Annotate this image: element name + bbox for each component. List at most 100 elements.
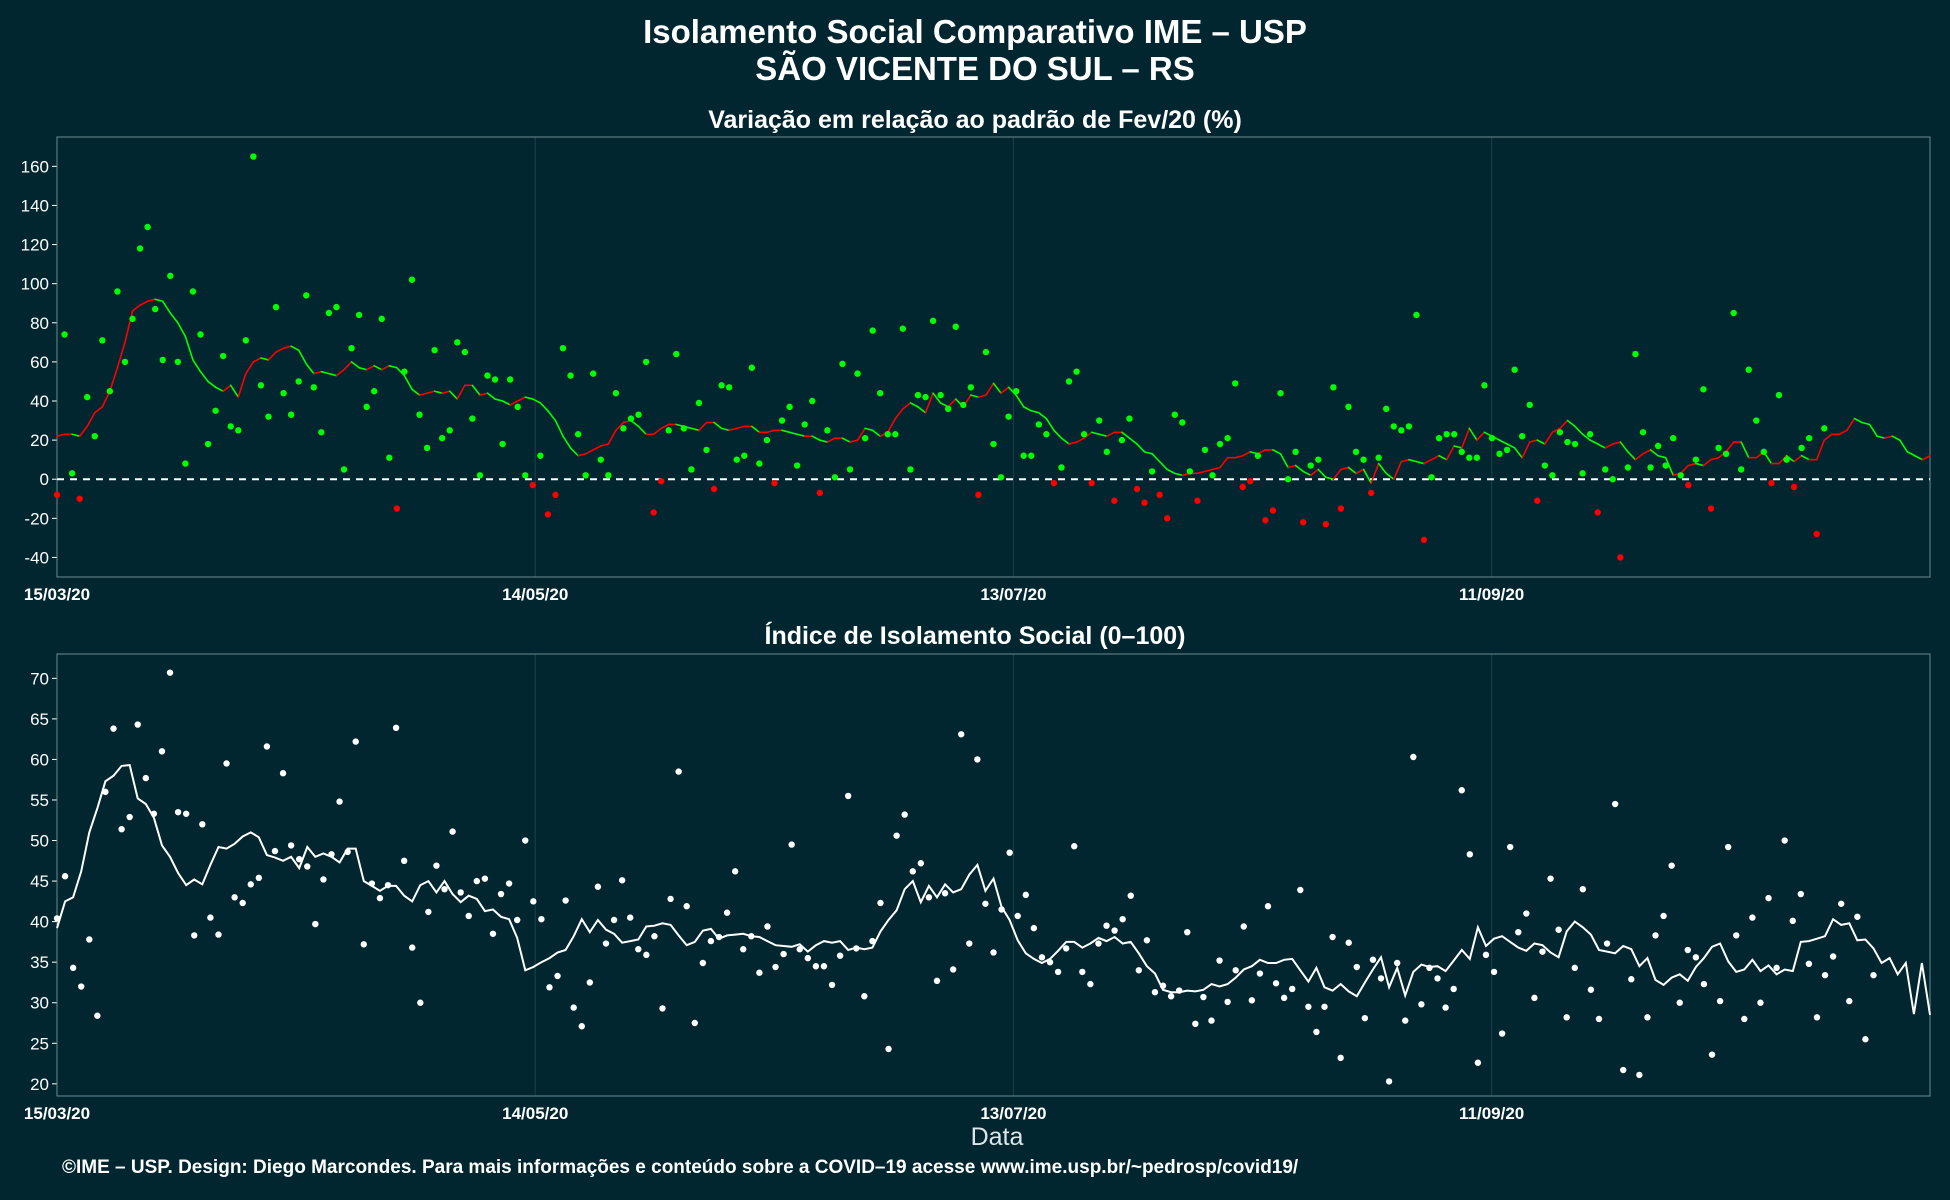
moving-average-segment — [1355, 468, 1365, 475]
data-point — [344, 848, 351, 856]
data-point — [378, 315, 385, 323]
moving-average-segment — [1325, 476, 1335, 481]
data-point — [126, 813, 133, 821]
data-point — [1798, 444, 1805, 452]
moving-average-segment — [1627, 451, 1637, 461]
moving-average-segment — [547, 409, 557, 422]
data-point — [650, 509, 657, 516]
data-point — [1151, 988, 1159, 996]
data-point — [530, 898, 537, 905]
data-point — [1096, 417, 1103, 424]
data-point — [506, 376, 514, 383]
data-point — [937, 391, 944, 399]
moving-average-segment — [441, 390, 451, 394]
data-point — [1353, 963, 1360, 971]
data-point — [295, 378, 302, 385]
moving-average-segment — [494, 398, 504, 402]
moving-average-segment — [1642, 449, 1652, 455]
y-tick-label: 50 — [30, 832, 49, 851]
data-point — [846, 466, 854, 473]
moving-average-segment — [1921, 454, 1931, 461]
moving-average-segment — [871, 429, 882, 438]
moving-average-segment — [1423, 458, 1433, 465]
data-point — [691, 1019, 698, 1027]
moving-average-segment — [154, 298, 164, 303]
moving-average-segment — [71, 433, 81, 438]
data-point — [1652, 932, 1659, 939]
data-point — [1837, 900, 1845, 907]
data-point — [197, 331, 204, 338]
data-point — [1757, 999, 1764, 1006]
moving-average-segment — [1664, 456, 1675, 477]
data-point — [651, 933, 658, 940]
data-point — [272, 303, 280, 311]
moving-average-segment — [1604, 443, 1614, 449]
data-point — [582, 472, 589, 479]
moving-average-segment — [1589, 439, 1599, 445]
data-point — [433, 862, 440, 869]
y-tick-label: 70 — [30, 669, 49, 688]
moving-average-segment — [297, 349, 308, 365]
data-point — [554, 972, 561, 980]
moving-average-segment — [1279, 452, 1289, 469]
data-point — [586, 979, 594, 986]
data-point — [1402, 1017, 1409, 1024]
chart-title-line-1: Isolamento Social Comparativo IME – USP — [643, 13, 1307, 50]
data-point — [1813, 530, 1820, 538]
data-point — [1322, 521, 1330, 528]
data-point — [1862, 1036, 1869, 1043]
data-point — [699, 959, 707, 967]
data-point — [1700, 386, 1707, 393]
data-point — [1035, 421, 1043, 428]
data-point — [1079, 968, 1086, 976]
data-point — [1760, 448, 1768, 456]
data-point — [1526, 401, 1533, 409]
moving-average-segment — [1619, 441, 1629, 453]
moving-average-segment — [1121, 431, 1131, 439]
moving-average-segment — [1362, 468, 1372, 484]
data-point — [1660, 912, 1667, 920]
data-point — [159, 356, 166, 364]
data-point — [680, 425, 688, 432]
data-point — [1012, 388, 1020, 395]
moving-average-segment — [1151, 452, 1161, 463]
data-point — [574, 431, 582, 438]
moving-average-segment — [917, 406, 927, 414]
data-point — [893, 832, 900, 839]
moving-average-segment — [1438, 454, 1448, 461]
moving-average-segment — [554, 419, 564, 438]
data-point — [1393, 959, 1401, 967]
data-point — [250, 153, 257, 160]
data-point — [1783, 456, 1790, 463]
data-point — [816, 489, 823, 497]
data-point — [620, 425, 627, 432]
moving-average-segment — [1574, 425, 1584, 436]
moving-average-segment — [350, 361, 360, 369]
data-point — [1050, 479, 1058, 487]
moving-average-segment — [1204, 468, 1214, 473]
data-point — [1450, 431, 1458, 438]
data-point — [772, 963, 779, 971]
moving-average-segment — [1272, 449, 1282, 455]
data-point — [121, 358, 129, 366]
data-point — [1046, 958, 1054, 966]
moving-average-segment — [532, 398, 542, 404]
data-point — [723, 909, 731, 916]
plot-frame — [56, 653, 1931, 1097]
data-point — [1337, 505, 1345, 512]
data-point — [1216, 957, 1223, 964]
moving-average-segment — [864, 427, 874, 432]
data-point — [618, 877, 626, 884]
data-point — [219, 352, 227, 360]
data-point — [1262, 517, 1269, 524]
data-point — [578, 1023, 585, 1030]
data-point — [1730, 309, 1737, 317]
y-tick-label: 60 — [30, 750, 49, 769]
data-point — [901, 811, 908, 818]
chart-title-line-2: SÃO VICENTE DO SUL – RS — [755, 50, 1195, 87]
data-point — [990, 949, 997, 956]
moving-average-segment — [1695, 462, 1705, 467]
data-point — [1587, 986, 1595, 993]
data-point — [227, 423, 234, 430]
